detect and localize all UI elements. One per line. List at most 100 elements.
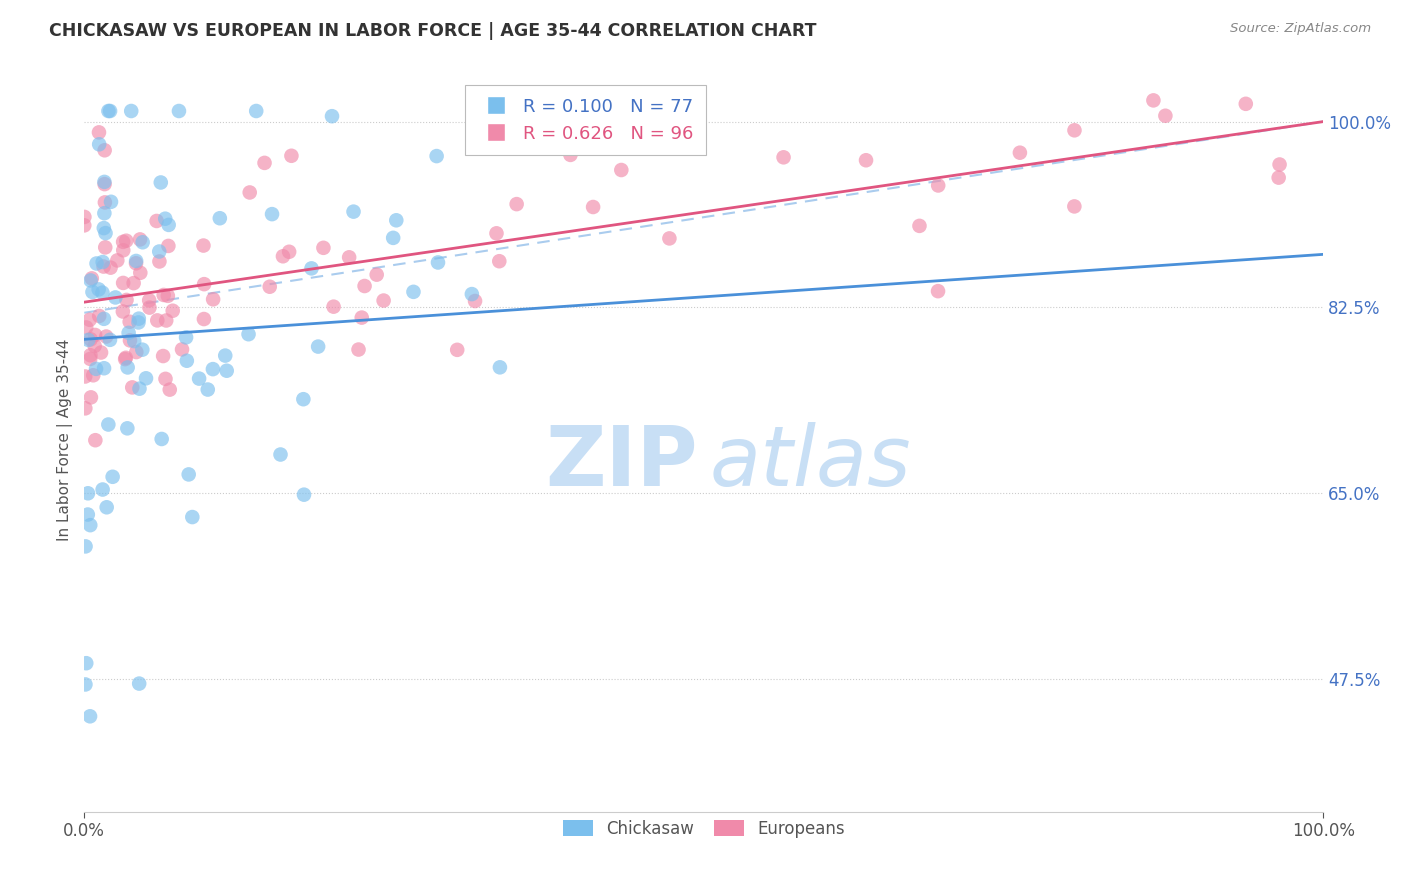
Point — [239, 186, 262, 200]
Point — [855, 153, 877, 168]
Point — [84, 328, 107, 343]
Point — [193, 238, 215, 252]
Point — [138, 293, 160, 308]
Point — [170, 343, 193, 357]
Point — [128, 382, 150, 396]
Point — [446, 343, 468, 357]
Point — [145, 214, 167, 228]
Point — [87, 125, 110, 139]
Point — [138, 301, 160, 315]
Point — [489, 360, 512, 375]
Point — [772, 150, 794, 164]
Point — [560, 148, 582, 162]
Text: atlas: atlas — [710, 422, 911, 503]
Point — [176, 353, 198, 368]
Point — [292, 488, 315, 502]
Point — [366, 268, 388, 282]
Point — [122, 334, 145, 348]
Point — [1008, 145, 1031, 160]
Point — [93, 361, 115, 376]
Point — [79, 312, 101, 326]
Point — [120, 103, 142, 118]
Point — [75, 540, 97, 554]
Point — [79, 332, 101, 346]
Point — [658, 231, 681, 245]
Point — [101, 470, 124, 484]
Point — [76, 508, 98, 522]
Point — [98, 103, 121, 118]
Point — [152, 349, 174, 363]
Point — [1154, 109, 1177, 123]
Point — [245, 103, 267, 118]
Point — [157, 239, 180, 253]
Point — [125, 256, 148, 270]
Point — [104, 290, 127, 304]
Point — [112, 235, 135, 249]
Point — [177, 467, 200, 482]
Point — [105, 253, 128, 268]
Point — [253, 156, 276, 170]
Point — [83, 339, 105, 353]
Point — [93, 221, 115, 235]
Point — [307, 340, 329, 354]
Point — [89, 309, 111, 323]
Point — [373, 293, 395, 308]
Point — [79, 709, 101, 723]
Point — [86, 256, 108, 270]
Point — [97, 417, 120, 432]
Point — [280, 149, 302, 163]
Point — [193, 312, 215, 326]
Point — [382, 231, 405, 245]
Point — [1267, 170, 1289, 185]
Point — [122, 276, 145, 290]
Point — [79, 351, 101, 366]
Point — [162, 303, 184, 318]
Point — [125, 254, 148, 268]
Point — [208, 211, 231, 226]
Point — [908, 219, 931, 233]
Point — [97, 103, 120, 118]
Point — [79, 518, 101, 533]
Point — [215, 364, 238, 378]
Point — [131, 235, 153, 250]
Legend: Chickasaw, Europeans: Chickasaw, Europeans — [555, 814, 852, 845]
Point — [79, 348, 101, 362]
Point — [75, 369, 97, 384]
Point — [505, 197, 527, 211]
Point — [385, 213, 408, 227]
Point — [80, 271, 103, 285]
Point — [115, 234, 138, 248]
Point — [155, 211, 177, 226]
Point — [128, 311, 150, 326]
Point — [159, 383, 181, 397]
Point — [259, 279, 281, 293]
Point — [125, 345, 148, 359]
Point — [238, 327, 260, 342]
Point — [278, 244, 301, 259]
Point — [927, 284, 949, 298]
Point — [146, 313, 169, 327]
Point — [1063, 123, 1085, 137]
Point — [260, 207, 283, 221]
Point — [94, 226, 117, 240]
Point — [79, 273, 101, 287]
Point — [87, 282, 110, 296]
Point — [77, 333, 100, 347]
Point — [96, 500, 118, 515]
Point — [73, 210, 96, 224]
Point — [135, 371, 157, 385]
Point — [426, 149, 449, 163]
Point — [353, 279, 375, 293]
Point — [112, 244, 135, 258]
Point — [610, 163, 633, 178]
Point — [193, 277, 215, 292]
Point — [118, 334, 141, 348]
Point — [485, 227, 508, 241]
Point — [82, 368, 104, 383]
Point — [111, 304, 134, 318]
Point — [117, 360, 139, 375]
Point — [312, 241, 335, 255]
Point — [157, 218, 180, 232]
Point — [350, 310, 373, 325]
Point — [75, 657, 97, 671]
